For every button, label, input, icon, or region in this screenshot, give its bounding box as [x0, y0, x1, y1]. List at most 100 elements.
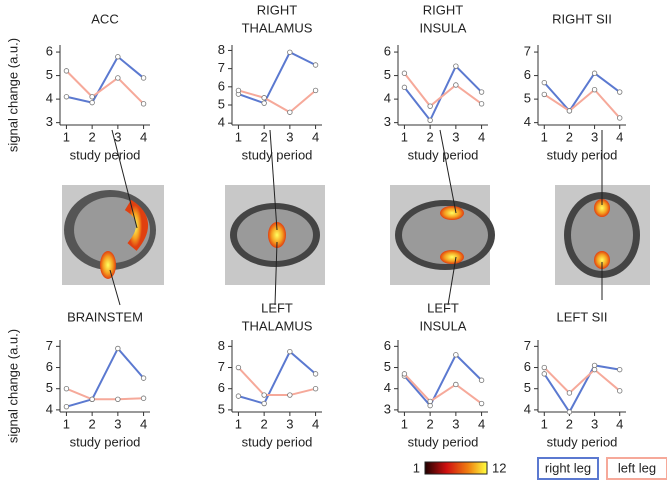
point — [454, 353, 459, 358]
point — [141, 102, 146, 107]
point — [262, 101, 267, 106]
point — [454, 64, 459, 69]
point — [236, 365, 241, 370]
point — [479, 102, 484, 107]
series-line — [544, 365, 619, 412]
y-tick-label: 4 — [384, 380, 391, 395]
y-tick-label: 4 — [524, 401, 531, 416]
x-tick-label: 1 — [541, 416, 548, 431]
x-tick-label: 3 — [286, 416, 293, 431]
series-line — [66, 389, 143, 400]
series-line — [404, 355, 481, 406]
y-tick-label: 5 — [384, 359, 391, 374]
y-tick-label: 5 — [524, 380, 531, 395]
series-line — [404, 66, 481, 120]
point — [141, 76, 146, 81]
point — [542, 372, 547, 377]
y-tick-label: 8 — [218, 42, 225, 57]
x-tick-label: 2 — [261, 416, 268, 431]
y-tick-label: 4 — [524, 114, 531, 129]
x-tick-label: 1 — [63, 416, 70, 431]
point — [236, 88, 241, 93]
chart-title: RIGHT SII — [552, 11, 612, 26]
point — [617, 367, 622, 372]
x-tick-label: 1 — [235, 416, 242, 431]
y-tick-label: 5 — [46, 67, 53, 82]
chart-title: THALAMUS — [242, 318, 313, 333]
x-tick-label: 2 — [427, 129, 434, 144]
point — [262, 95, 267, 100]
point — [542, 92, 547, 97]
y-tick-label: 5 — [524, 91, 531, 106]
x-tick-label: 3 — [286, 129, 293, 144]
x-tick-label: 1 — [541, 129, 548, 144]
y-tick-label: 7 — [46, 338, 53, 353]
x-tick-label: 3 — [114, 129, 121, 144]
point — [116, 76, 121, 81]
y-tick-label: 3 — [384, 401, 391, 416]
point — [567, 391, 572, 396]
point — [90, 100, 95, 105]
y-tick-label: 3 — [384, 114, 391, 129]
point — [592, 87, 597, 92]
x-tick-label: 3 — [114, 416, 121, 431]
x-axis-label: study period — [547, 434, 618, 449]
x-tick-label: 1 — [63, 129, 70, 144]
y-tick-label: 6 — [218, 380, 225, 395]
point — [617, 389, 622, 394]
y-tick-label: 6 — [524, 67, 531, 82]
point — [64, 69, 69, 74]
x-axis-label: study period — [70, 434, 141, 449]
point — [592, 71, 597, 76]
series-line — [66, 57, 143, 103]
x-tick-label: 3 — [591, 129, 598, 144]
y-tick-label: 5 — [384, 67, 391, 82]
x-tick-label: 4 — [140, 416, 147, 431]
chart-title: ACC — [91, 11, 118, 26]
x-axis-label: study period — [70, 147, 141, 162]
x-tick-label: 2 — [261, 129, 268, 144]
x-tick-label: 4 — [478, 416, 485, 431]
x-axis-label: study period — [242, 147, 313, 162]
y-tick-label: 4 — [218, 115, 225, 130]
x-tick-label: 3 — [452, 129, 459, 144]
point — [313, 88, 318, 93]
chart-title: BRAINSTEM — [67, 309, 143, 324]
y-tick-label: 7 — [218, 359, 225, 374]
point — [402, 71, 407, 76]
point — [313, 372, 318, 377]
legend-label: left leg — [618, 460, 656, 475]
point — [617, 90, 622, 95]
y-tick-label: 6 — [46, 359, 53, 374]
point — [116, 54, 121, 59]
y-axis-label: signal change (a.u.) — [5, 329, 20, 443]
point — [116, 346, 121, 351]
point — [236, 394, 241, 399]
series-line — [238, 368, 315, 396]
y-tick-label: 6 — [218, 78, 225, 93]
point — [567, 109, 572, 114]
point — [313, 63, 318, 68]
series-line — [238, 52, 315, 103]
point — [90, 94, 95, 99]
point — [64, 94, 69, 99]
x-tick-label: 4 — [478, 129, 485, 144]
point — [454, 382, 459, 387]
point — [262, 401, 267, 406]
point — [64, 386, 69, 391]
point — [402, 372, 407, 377]
chart-title: LEFT SII — [556, 309, 607, 324]
x-tick-label: 4 — [312, 129, 319, 144]
y-tick-label: 8 — [218, 338, 225, 353]
x-tick-label: 4 — [140, 129, 147, 144]
y-tick-label: 6 — [384, 43, 391, 58]
point — [428, 118, 433, 123]
point — [617, 116, 622, 121]
point — [288, 349, 293, 354]
point — [116, 397, 121, 402]
figure: 3 4 5 6 1 2 3 4 study period signal change (a.u.)… — [0, 0, 667, 481]
x-axis-label: study period — [408, 147, 479, 162]
point — [479, 378, 484, 383]
y-tick-label: 6 — [384, 338, 391, 353]
x-tick-label: 4 — [312, 416, 319, 431]
